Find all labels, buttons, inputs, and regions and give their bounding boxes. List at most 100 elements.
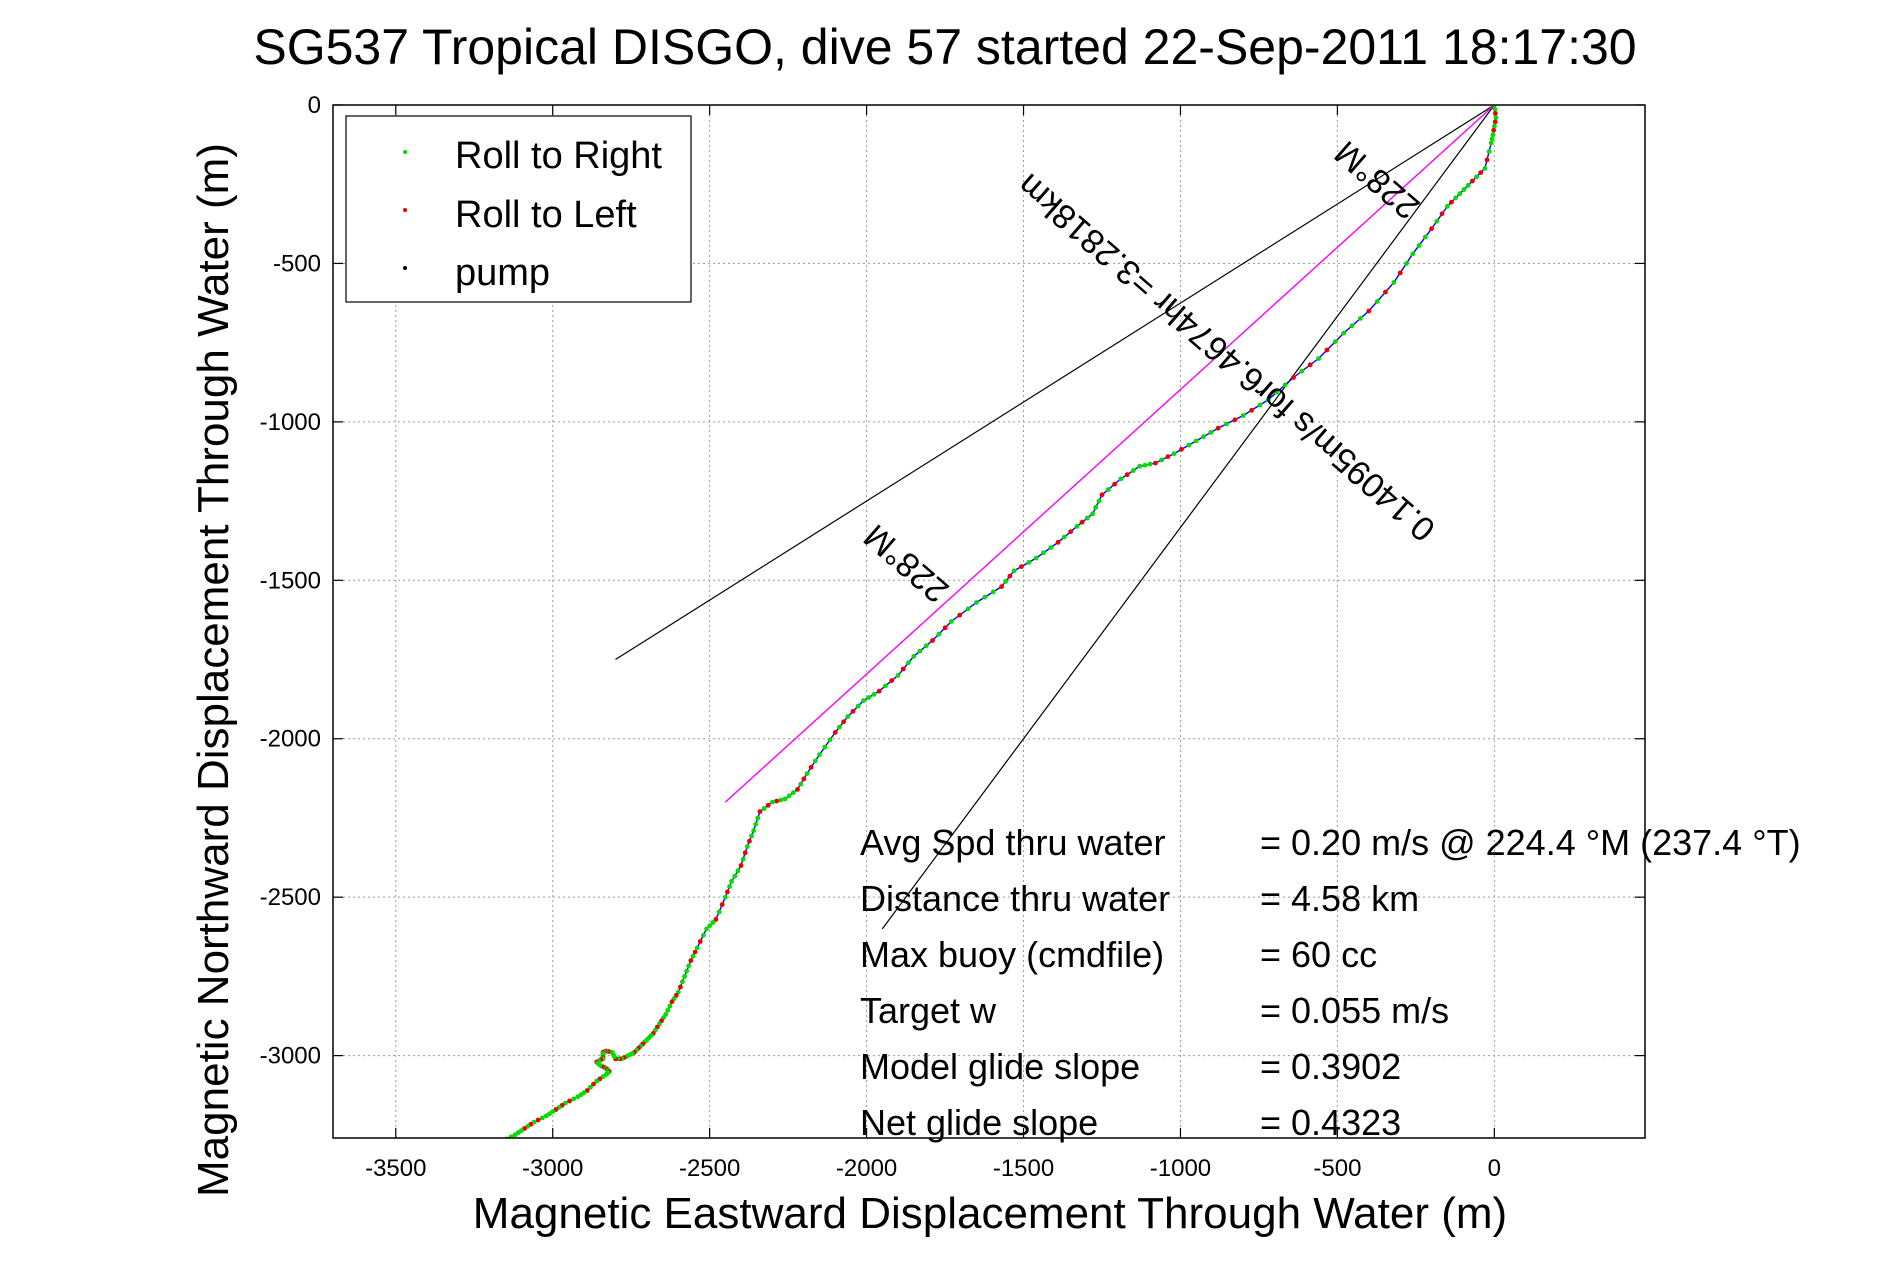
- roll-left-point: [1019, 564, 1024, 569]
- roll-right-point: [544, 1113, 549, 1119]
- roll-right-point: [871, 692, 877, 697]
- roll-left-point: [1079, 519, 1085, 525]
- roll-right-point: [735, 868, 741, 874]
- roll-left-point: [496, 1141, 501, 1146]
- roll-left-point: [1366, 308, 1372, 314]
- x-tick-label: -3500: [365, 1155, 426, 1182]
- x-tick-label: -2500: [679, 1155, 740, 1182]
- roll-right-point: [883, 683, 888, 689]
- roll-left-point: [688, 958, 694, 963]
- roll-right-point: [948, 619, 954, 624]
- y-tick-label: -2000: [260, 726, 321, 753]
- x-tick-label: -1000: [1150, 1155, 1211, 1182]
- roll-left-point: [1439, 211, 1445, 217]
- roll-right-point: [906, 660, 911, 666]
- roll-left-point: [1291, 375, 1296, 380]
- stat-value-distance: = 4.58 km: [1260, 878, 1419, 919]
- roll-left-point: [1165, 454, 1171, 460]
- roll-left-point: [808, 764, 814, 770]
- roll-left-point: [1478, 170, 1484, 176]
- roll-right-point: [667, 1003, 673, 1009]
- roll-left-point: [1232, 417, 1238, 423]
- roll-right-point: [500, 1139, 505, 1144]
- roll-right-point: [798, 781, 804, 787]
- roll-right-point: [990, 589, 996, 595]
- roll-left-point: [719, 902, 725, 907]
- roll-right-point: [492, 1143, 497, 1148]
- stat-label-target-w: Target w: [860, 990, 997, 1031]
- y-tick-label: -1000: [260, 409, 321, 436]
- roll-right-point: [1240, 413, 1246, 418]
- roll-right-point: [1349, 323, 1355, 329]
- roll-right-point: [817, 752, 822, 757]
- series-layer: [492, 105, 1499, 1148]
- roll-right-point: [1374, 299, 1380, 304]
- roll-right-point: [727, 884, 732, 889]
- roll-right-point: [732, 873, 738, 879]
- roll-right-point: [778, 797, 784, 803]
- roll-right-point: [755, 815, 761, 821]
- stat-label-max-buoy: Max buoy (cmdfile): [860, 934, 1164, 975]
- roll-right-point: [812, 758, 818, 764]
- x-tick-label: 0: [1488, 1155, 1501, 1182]
- roll-left-point: [678, 984, 683, 990]
- roll-left-point: [774, 798, 779, 804]
- legend-marker-pump: [403, 266, 407, 270]
- roll-left-point: [713, 917, 719, 922]
- roll-right-point: [1105, 487, 1111, 492]
- roll-left-point: [1249, 407, 1254, 413]
- roll-right-point: [770, 799, 775, 805]
- roll-left-point: [1007, 573, 1013, 579]
- legend-marker-roll-left: [403, 208, 407, 212]
- roll-left-point: [765, 802, 771, 808]
- stat-label-avg-speed: Avg Spd thru water: [860, 822, 1166, 863]
- roll-right-point: [1257, 402, 1263, 408]
- stat-value-net-glide: = 0.4323: [1260, 1102, 1401, 1143]
- roll-right-point: [512, 1132, 518, 1138]
- roll-right-point: [744, 844, 750, 849]
- legend: Roll to Right Roll to Left pump: [345, 115, 692, 303]
- roll-left-point: [889, 678, 895, 683]
- roll-right-point: [665, 1007, 671, 1013]
- roll-right-point: [1461, 187, 1467, 192]
- roll-right-point: [1142, 462, 1148, 468]
- x-tick-label: -3000: [522, 1155, 583, 1182]
- roll-right-point: [684, 968, 689, 974]
- roll-left-point: [1055, 539, 1061, 545]
- roll-right-point: [1048, 545, 1054, 550]
- roll-right-point: [508, 1134, 514, 1138]
- roll-right-point: [1093, 505, 1099, 510]
- roll-right-point: [1316, 356, 1321, 361]
- roll-right-point: [1090, 511, 1095, 517]
- x-tick-label: -1500: [993, 1155, 1054, 1182]
- roll-right-point: [1493, 115, 1499, 121]
- roll-left-point: [876, 688, 882, 694]
- roll-left-point: [850, 708, 856, 714]
- roll-right-point: [1084, 515, 1090, 521]
- y-tick-label: 0: [308, 92, 321, 119]
- roll-right-point: [1488, 140, 1494, 146]
- roll-left-point: [801, 776, 807, 782]
- roll-right-point: [694, 945, 700, 951]
- series-line-net: [724, 105, 1495, 803]
- roll-left-point: [591, 1081, 596, 1087]
- roll-right-point: [1003, 579, 1009, 584]
- roll-right-point: [1422, 234, 1428, 240]
- roll-left-point: [957, 612, 963, 618]
- roll-right-point: [716, 909, 722, 915]
- roll-left-point: [930, 638, 935, 643]
- roll-right-point: [686, 963, 692, 969]
- roll-left-point: [1449, 199, 1454, 205]
- roll-right-point: [729, 878, 734, 884]
- roll-left-point: [757, 809, 763, 814]
- roll-right-point: [571, 1096, 576, 1102]
- roll-right-point: [1193, 438, 1199, 444]
- roll-right-point: [1011, 568, 1017, 574]
- roll-right-point: [588, 1084, 593, 1090]
- legend-label-pump: pump: [455, 252, 550, 294]
- roll-right-point: [1404, 261, 1409, 266]
- roll-right-point: [837, 724, 842, 730]
- roll-right-point: [866, 695, 872, 700]
- roll-right-point: [680, 979, 685, 985]
